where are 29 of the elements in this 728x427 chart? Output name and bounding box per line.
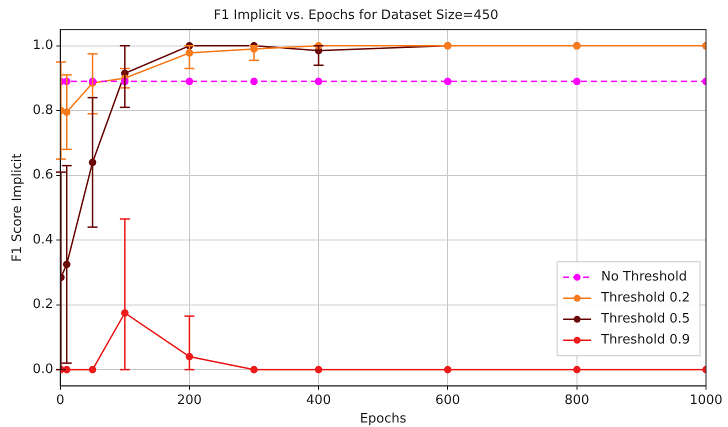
point	[573, 366, 581, 374]
x-tick-label: 0	[56, 392, 64, 408]
legend-label: Threshold 0.2	[600, 290, 690, 306]
point	[444, 78, 452, 86]
legend-label: Threshold 0.9	[600, 332, 690, 348]
y-tick-label: 1.0	[32, 38, 54, 54]
x-axis-title: Epochs	[360, 412, 407, 427]
chart-title: F1 Implicit vs. Epochs for Dataset Size=450	[214, 8, 498, 24]
point	[314, 78, 322, 86]
point	[88, 366, 96, 374]
point	[250, 366, 258, 374]
point	[186, 78, 194, 86]
x-tick-label: 200	[177, 392, 202, 408]
y-axis-title: F1 Score Implicit	[10, 154, 26, 262]
legend-label: No Threshold	[601, 270, 688, 285]
y-tick-label: 0.0	[32, 362, 54, 377]
y-tick-label: 0.6	[32, 168, 54, 183]
point	[444, 366, 452, 374]
y-tick-label: 0.8	[32, 102, 54, 118]
x-tick-label: 800	[564, 392, 590, 408]
point	[573, 78, 581, 86]
x-tick-label: 600	[435, 392, 460, 408]
point	[250, 78, 258, 86]
y-tick-label: 0.2	[32, 297, 54, 312]
x-tick-label: 400	[306, 392, 331, 408]
y-tick-label: 0.4	[32, 232, 54, 248]
point	[314, 366, 322, 374]
legend-label: Threshold 0.5	[600, 312, 690, 327]
x-tick-label: 1000	[689, 392, 723, 408]
